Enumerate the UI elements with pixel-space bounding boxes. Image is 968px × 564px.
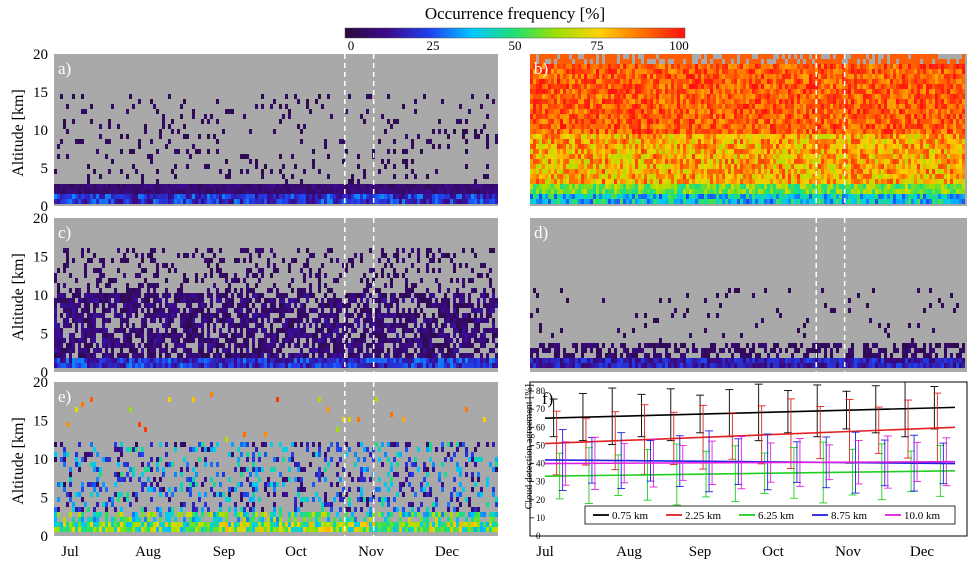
y-tick-label: 5 — [41, 491, 49, 507]
x-axis-months: Jul Jul Aug Aug Sep Sep Oct Oct Nov Nov Dec Dec — [61, 544, 934, 560]
colorbar-ticks: 0 25 50 75 100 — [348, 38, 689, 53]
y-tick-label: 0 — [41, 365, 49, 381]
y-tick-label: 20 — [33, 375, 48, 391]
x-tick-label: Nov — [358, 544, 384, 560]
y-tick-label: 0 — [41, 529, 49, 545]
y-tick-label: 70 — [536, 404, 546, 414]
colorbar-tick-label: 50 — [509, 38, 522, 53]
x-tick-label: Oct — [762, 544, 784, 560]
x-tick-label: Jul — [61, 544, 79, 560]
legend-item-label: 6.25 km — [758, 510, 795, 522]
x-tick-label: Dec — [910, 544, 934, 560]
panel-a: a) 0 5 10 15 20 — [33, 47, 498, 215]
y-tick-label: 15 — [33, 250, 48, 266]
y-tick-label: 10 — [536, 513, 546, 523]
y-tick-label: 5 — [41, 327, 49, 343]
series-line — [544, 460, 956, 465]
legend: 0.75 km 2.25 km 6.25 km 8.75 km 10.0 km — [584, 505, 956, 525]
panel-label-f: f) — [542, 389, 553, 408]
heatmap-background — [530, 218, 967, 372]
x-tick-label: Sep — [213, 544, 236, 560]
panel-c: c) 0 5 10 15 20 — [33, 211, 498, 381]
series-6-25-km — [544, 441, 956, 506]
panel-b: b) — [530, 54, 967, 206]
y-tick-label: 10 — [33, 452, 48, 468]
colorbar: Occurrence frequency [%] 0 25 50 75 100 — [344, 4, 689, 53]
panel-label: a) — [58, 59, 71, 78]
y-tick-label: 0 — [41, 199, 49, 215]
y-tick-label: 15 — [33, 414, 48, 430]
y-tick-label: 10 — [33, 288, 48, 304]
panel-d: d) — [530, 218, 967, 372]
legend-item-label: 0.75 km — [612, 510, 649, 522]
y-axis-label-row1: Altitude [km] — [10, 89, 27, 177]
series-line — [544, 459, 956, 465]
y-tick-label: 5 — [41, 161, 49, 177]
colorbar-tick-label: 100 — [669, 38, 689, 53]
colorbar-tick-label: 75 — [591, 38, 604, 53]
colorbar-tick-label: 0 — [348, 38, 355, 53]
y-tick-label: 0 — [536, 531, 541, 541]
series-line — [544, 406, 956, 420]
x-tick-label: Dec — [435, 544, 459, 560]
y-tick-label: 40 — [536, 459, 546, 469]
colorbar-tick-label: 25 — [427, 38, 440, 53]
y-tick-label: 20 — [33, 211, 48, 227]
series-line — [544, 426, 956, 445]
panel-e: e) 0 5 10 15 20 — [33, 375, 498, 545]
series-8-75-km — [544, 429, 956, 494]
y-tick-label: 50 — [536, 440, 546, 450]
y-tick-label: 10 — [33, 123, 48, 139]
x-tick-label: Jul — [536, 544, 554, 560]
x-tick-label: Sep — [689, 544, 712, 560]
series-10-0-km — [544, 435, 956, 490]
y-tick-label: 20 — [536, 495, 546, 505]
panel-label: b) — [534, 59, 548, 78]
panel-label: d) — [534, 223, 548, 242]
panel-label: c) — [58, 223, 71, 242]
legend-box — [584, 505, 956, 525]
y-tick-label: 60 — [536, 422, 546, 432]
legend-item-label: 2.25 km — [685, 510, 722, 522]
y-axis-label-row2: Altitude [km] — [10, 253, 27, 341]
colorbar-title: Occurrence frequency [%] — [425, 4, 605, 23]
series-line — [544, 469, 956, 478]
panel-label: e) — [58, 387, 71, 406]
x-tick-label: Aug — [616, 544, 642, 560]
colorbar-gradient — [344, 27, 686, 39]
y-tick-label: 80 — [536, 386, 546, 396]
y-axis-label-row3: Altitude [km] — [10, 417, 27, 505]
legend-item-label: 10.0 km — [904, 510, 941, 522]
x-tick-label: Aug — [135, 544, 161, 560]
y-tick-label: 20 — [33, 47, 48, 63]
x-tick-label: Nov — [835, 544, 861, 560]
y-tick-label: 30 — [536, 477, 546, 487]
y-tick-label: 15 — [33, 85, 48, 101]
f-y-axis-label: Cloud detection agreement [%] — [524, 384, 535, 509]
legend-item-label: 8.75 km — [831, 510, 868, 522]
x-tick-label: Oct — [285, 544, 307, 560]
